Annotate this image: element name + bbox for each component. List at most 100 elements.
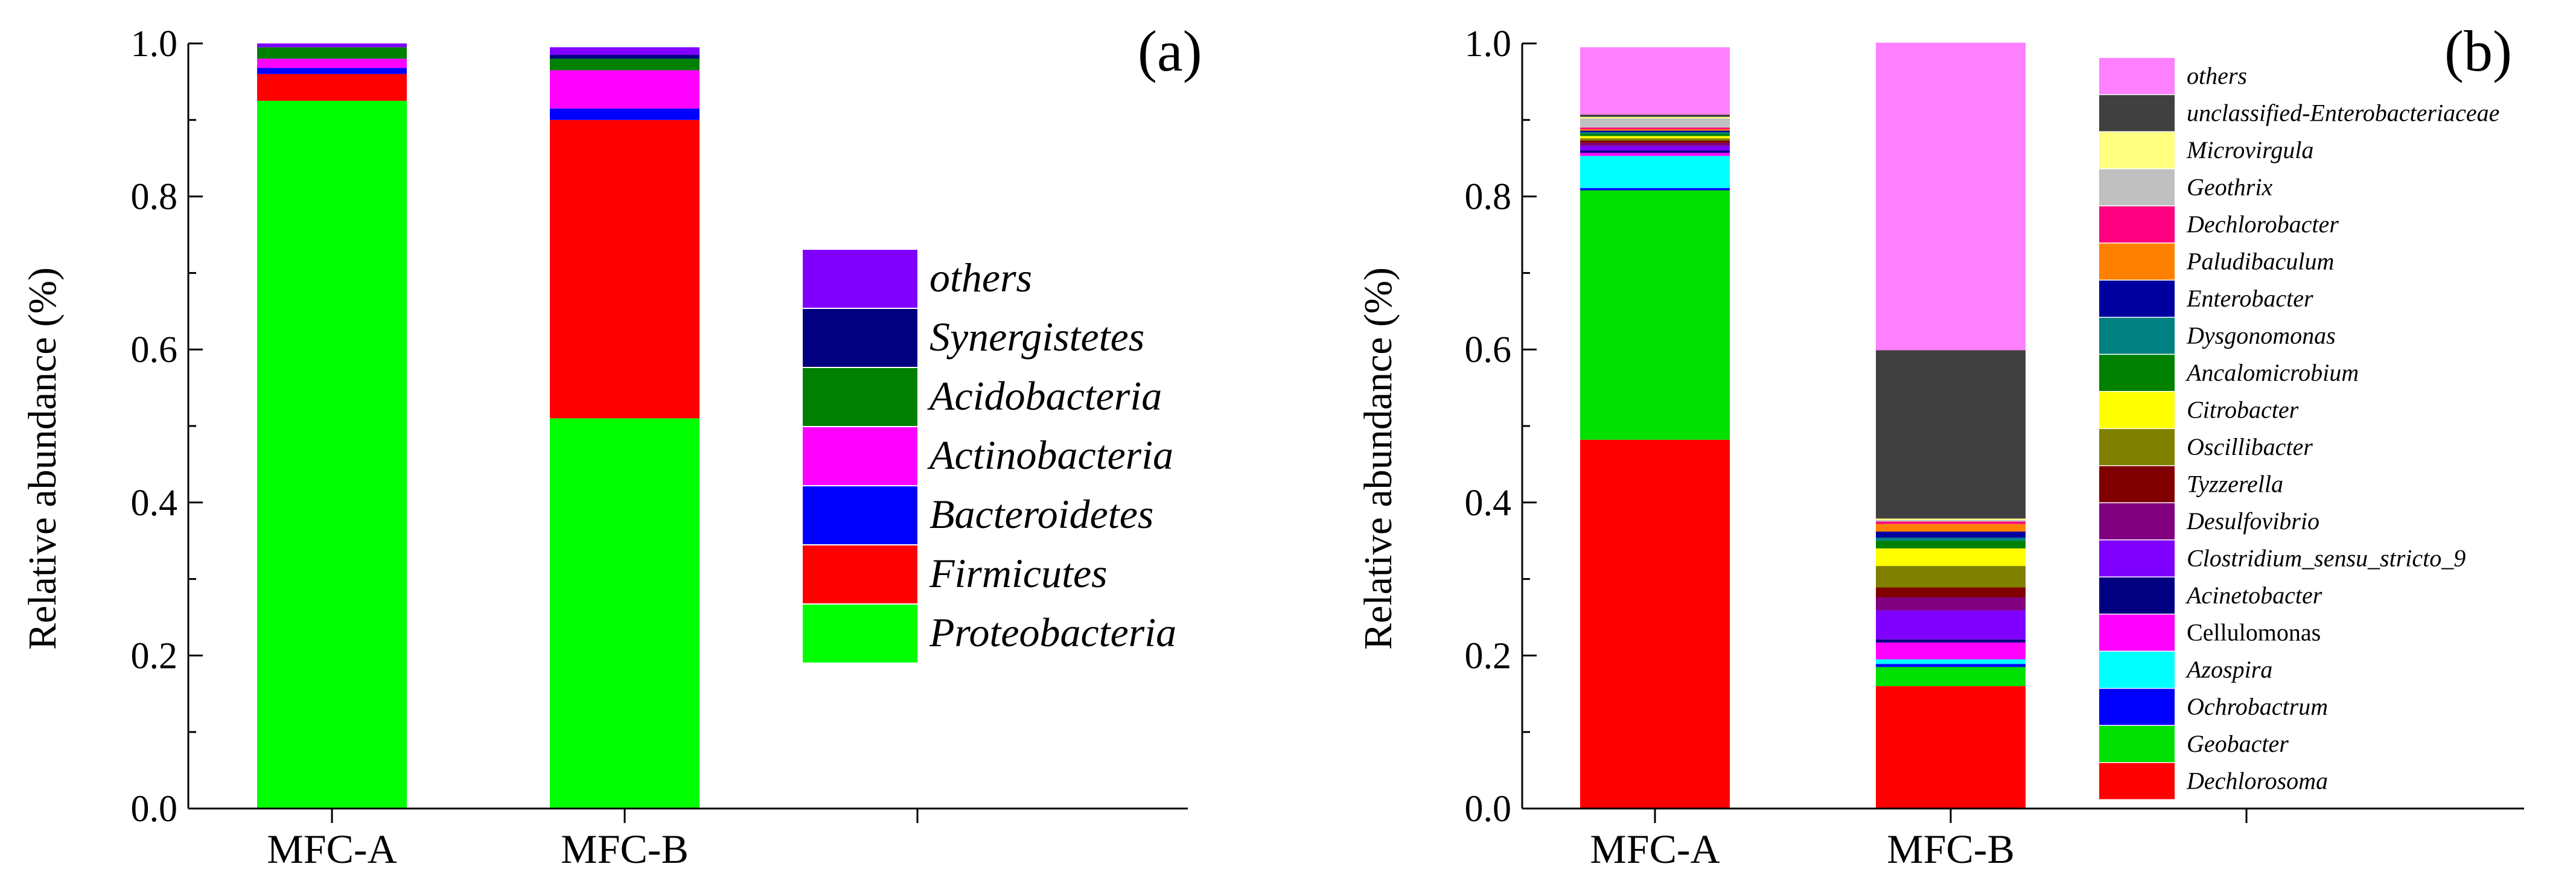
bar-segment-mfc-a-others — [1580, 47, 1730, 115]
bar-segment-mfc-b-bacteroidetes — [550, 108, 700, 120]
bar-segment-mfc-a-firmicutes — [257, 74, 407, 101]
bar-segment-mfc-b-cellulomonas — [1876, 642, 2026, 659]
legend-item: Cellulomonas — [2099, 614, 2321, 651]
bar-segment-mfc-b-microvirgula — [1876, 518, 2026, 520]
y-tick-label: 0.2 — [131, 635, 178, 676]
legend-item: others — [803, 250, 1032, 308]
legend-swatch — [803, 605, 917, 663]
bar-segment-mfc-b-ancalomicrobium — [1876, 541, 2026, 548]
legend-label: Actinobacteria — [927, 432, 1173, 478]
panel-a-label: (a) — [1138, 19, 1202, 83]
legend-label: Geobacter — [2187, 730, 2289, 757]
bar-segment-mfc-b-unclassified-enterobacteriaceae — [1876, 350, 2026, 519]
legend-item: others — [2099, 58, 2247, 94]
legend-swatch — [803, 486, 917, 544]
legend-swatch — [803, 545, 917, 603]
legend-item: Microvirgula — [2099, 132, 2313, 168]
bar-segment-mfc-b-firmicutes — [550, 119, 700, 419]
legend-label: Microvirgula — [2186, 136, 2313, 164]
legend-label: Dechlorosoma — [2186, 767, 2328, 795]
x-category-label: MFC-A — [1590, 826, 1720, 872]
y-tick-label: 0.0 — [1465, 789, 1512, 830]
bar-segment-mfc-b-azospira — [1876, 659, 2026, 664]
legend-swatch — [2099, 281, 2175, 317]
legend-label: Ancalomicrobium — [2185, 359, 2359, 386]
legend-label: Oscillibacter — [2187, 433, 2313, 460]
legend-label: Firmicutes — [929, 550, 1108, 596]
legend-swatch — [2099, 317, 2175, 354]
x-category-label: MFC-A — [267, 826, 397, 872]
legend-item: Citrobacter — [2099, 392, 2299, 428]
bar-segment-mfc-b-others — [550, 47, 700, 56]
legend-item: Dysgonomonas — [2099, 317, 2336, 354]
bar-segment-mfc-a-geobacter — [1580, 190, 1730, 440]
legend-swatch — [2099, 763, 2175, 799]
bar-segment-mfc-a-ochrobactrum — [1580, 188, 1730, 191]
panel-a-legend: others Synergistetes Acidobacteria Actinoba… — [803, 250, 1176, 663]
bar-segment-mfc-b-geothrix — [1876, 520, 2026, 522]
bar-segment-mfc-a-oscillibacter — [1580, 138, 1730, 141]
legend-label: unclassified-Enterobacteriaceae — [2187, 100, 2499, 127]
legend-label: Dysgonomonas — [2186, 322, 2336, 349]
bar-segment-mfc-b-clostridium-sensu-stricto-9 — [1876, 610, 2026, 640]
legend-swatch — [2099, 95, 2175, 132]
legend-swatch — [803, 368, 917, 426]
legend-item: Paludibaculum — [2099, 243, 2334, 280]
legend-swatch — [2099, 169, 2175, 206]
bar-segment-mfc-b-acinetobacter — [1876, 639, 2026, 643]
legend-label: Geothrix — [2187, 174, 2272, 201]
bar-segment-mfc-b-others — [1876, 42, 2026, 351]
y-tick-label: 0.4 — [131, 483, 178, 524]
y-tick-label: 0.6 — [131, 329, 178, 370]
legend-label: Enterobacter — [2186, 285, 2313, 312]
legend-item: Acidobacteria — [803, 368, 1162, 426]
bar-segment-mfc-a-clostridium-sensu-stricto-9 — [1580, 145, 1730, 151]
bar-segment-mfc-a-acidobacteria — [257, 47, 407, 59]
legend-item: Acinetobacter — [2099, 577, 2323, 614]
bar-segment-mfc-a-citrobacter — [1580, 136, 1730, 139]
panel-b-axes: 0.0 0.2 0.4 0.6 0.8 1.0 MFC-A MFC-B — [1465, 24, 2524, 872]
legend-item: Bacteroidetes — [803, 486, 1153, 544]
panel-b-legend: others unclassified-Enterobacteriaceae Mic… — [2099, 58, 2499, 799]
legend-item: Azospira — [2099, 652, 2272, 688]
legend-item: Geobacter — [2099, 726, 2289, 762]
panel-a-bars — [257, 43, 700, 809]
y-tick-label: 0.8 — [131, 177, 178, 218]
legend-item: Tyzzerella — [2099, 466, 2283, 503]
legend-item: Ancalomicrobium — [2099, 355, 2359, 391]
bar-segment-mfc-b-enterobacter — [1876, 531, 2026, 538]
bar-segment-mfc-a-cellulomonas — [1580, 153, 1730, 156]
legend-swatch — [2099, 466, 2175, 503]
legend-item: unclassified-Enterobacteriaceae — [2099, 95, 2499, 132]
panel-a-axes: 0.0 0.2 0.4 0.6 0.8 1.0 MFC-A MFC-B — [131, 24, 1188, 872]
legend-label: Cellulomonas — [2187, 619, 2321, 646]
legend-label: Citrobacter — [2187, 396, 2299, 424]
bar-segment-mfc-a-paludibaculum — [1580, 129, 1730, 131]
legend-item: Desulfovibrio — [2099, 503, 2319, 539]
legend-swatch — [2099, 429, 2175, 465]
bar-segment-mfc-a-actinobacteria — [257, 59, 407, 68]
panel-b-chart: (b) Relative abundance (%) 0.00.20.40.60… — [1356, 19, 2524, 872]
legend-label: Azospira — [2185, 656, 2272, 683]
legend-swatch — [2099, 392, 2175, 428]
y-tick-label: 0.0 — [131, 789, 178, 830]
bar-segment-mfc-b-dysgonomonas — [1876, 538, 2026, 541]
legend-item: Dechlorobacter — [2099, 206, 2339, 243]
legend-swatch — [2099, 540, 2175, 577]
y-tick-label: 0.2 — [1465, 635, 1512, 676]
legend-swatch — [2099, 58, 2175, 94]
bar-segment-mfc-b-desulfovibrio — [1876, 597, 2026, 611]
legend-item: Ochrobactrum — [2099, 688, 2328, 725]
legend-swatch — [2099, 206, 2175, 243]
legend-label: Synergistetes — [929, 314, 1144, 360]
legend-swatch — [2099, 726, 2175, 762]
bar-segment-mfc-b-proteobacteria — [550, 418, 700, 809]
bar-segment-mfc-a-dechlorosoma — [1580, 439, 1730, 809]
bar-segment-mfc-b-synergistetes — [550, 55, 700, 59]
panel-a-y-axis-title: Relative abundance (%) — [21, 267, 65, 650]
x-category-label: MFC-B — [1887, 826, 2015, 872]
panel-a-chart: (a) Relative abundance (%) 0.0 0.2 0.4 0.6 0… — [21, 19, 1202, 872]
bar-segment-mfc-a-unclassified-enterobacteriaceae — [1580, 114, 1730, 117]
bar-segment-mfc-b-geobacter — [1876, 667, 2026, 687]
bar-segment-mfc-b-ochrobactrum — [1876, 664, 2026, 667]
